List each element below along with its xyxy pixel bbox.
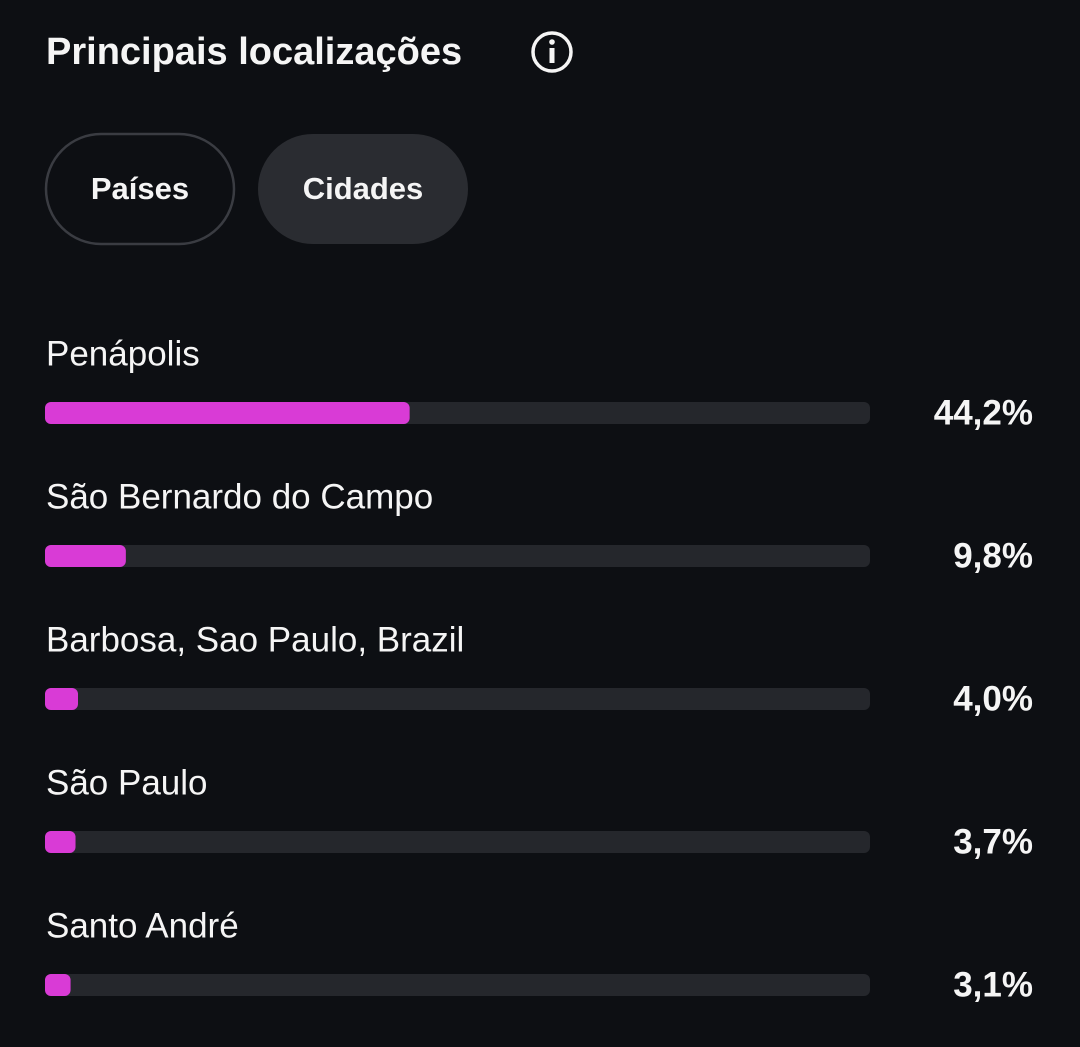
location-label: Penápolis: [46, 334, 200, 373]
tab-pill-selected[interactable]: [258, 134, 468, 244]
value-label: 9,8%: [953, 536, 1033, 575]
value-label: 3,7%: [953, 822, 1033, 861]
tab-label[interactable]: Cidades: [303, 171, 424, 206]
bar: [45, 974, 71, 996]
info-stem: [549, 48, 555, 63]
tab-pill[interactable]: [44, 132, 236, 246]
section-title: Principais localizações: [46, 31, 462, 73]
bar-track: [45, 545, 870, 567]
bar-track: [45, 688, 870, 710]
info-dot: [549, 39, 555, 45]
location-label: São Bernardo do Campo: [46, 477, 433, 516]
info-circle: [531, 31, 573, 73]
value-label: 3,1%: [953, 965, 1033, 1004]
location-label: Santo André: [46, 906, 239, 945]
location-label: Barbosa, Sao Paulo, Brazil: [46, 620, 464, 659]
bar-track: [45, 974, 870, 996]
tab-label[interactable]: Países: [91, 171, 189, 206]
bar: [45, 688, 78, 710]
bar-track: [45, 831, 870, 853]
bar: [45, 545, 126, 567]
bar: [45, 402, 410, 424]
bar: [45, 831, 76, 853]
tab-cidades[interactable]: Cidades: [258, 134, 468, 244]
value-label: 4,0%: [953, 679, 1033, 718]
location-label: São Paulo: [46, 763, 208, 802]
value-label: 44,2%: [934, 393, 1033, 432]
info-icon[interactable]: [531, 31, 573, 73]
tab-paises[interactable]: Países: [44, 132, 236, 246]
